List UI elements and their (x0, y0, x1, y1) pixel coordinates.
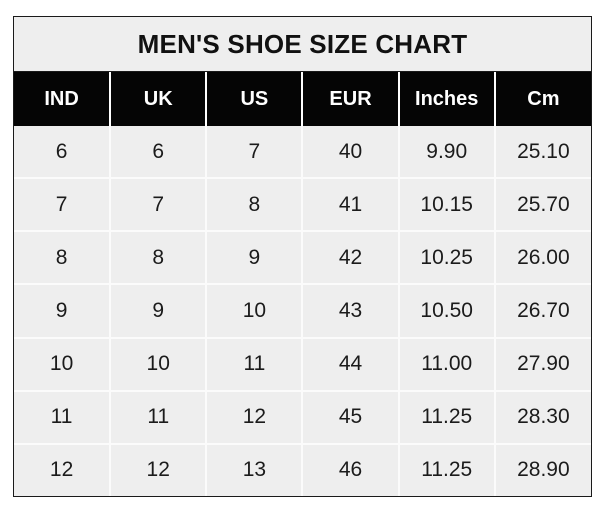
cell-uk: 11 (110, 390, 208, 445)
page-title: MEN'S SHOE SIZE CHART (14, 17, 591, 72)
cell-ind: 7 (14, 178, 112, 233)
cell-cm: 25.70 (494, 178, 591, 233)
column-header-ind: IND (14, 72, 112, 126)
cell-us: 10 (206, 284, 304, 339)
cell-ind: 8 (14, 231, 112, 286)
table-row: 8 8 9 42 10.25 26.00 (14, 231, 591, 286)
cell-uk: 7 (110, 178, 208, 233)
column-header-inches: Inches (398, 72, 496, 126)
table-row: 6 6 7 40 9.90 25.10 (14, 126, 591, 180)
cell-eur: 46 (302, 443, 400, 496)
cell-cm: 27.90 (494, 337, 591, 392)
cell-eur: 45 (302, 390, 400, 445)
column-header-eur: EUR (302, 72, 400, 126)
cell-ind: 9 (14, 284, 112, 339)
cell-us: 8 (206, 178, 304, 233)
cell-eur: 41 (302, 178, 400, 233)
shoe-size-table: IND UK US EUR Inches Cm 6 6 7 40 9.90 25… (14, 72, 591, 496)
cell-eur: 44 (302, 337, 400, 392)
cell-inches: 10.25 (398, 231, 496, 286)
cell-us: 13 (206, 443, 304, 496)
table-row: 10 10 11 44 11.00 27.90 (14, 337, 591, 392)
table-row: 11 11 12 45 11.25 28.30 (14, 390, 591, 445)
cell-uk: 6 (110, 126, 208, 180)
cell-uk: 10 (110, 337, 208, 392)
cell-uk: 8 (110, 231, 208, 286)
cell-ind: 10 (14, 337, 112, 392)
cell-uk: 12 (110, 443, 208, 496)
cell-cm: 26.00 (494, 231, 591, 286)
table-row: 9 9 10 43 10.50 26.70 (14, 284, 591, 339)
column-header-cm: Cm (494, 72, 591, 126)
cell-inches: 11.25 (398, 390, 496, 445)
cell-eur: 43 (302, 284, 400, 339)
cell-cm: 28.30 (494, 390, 591, 445)
cell-us: 11 (206, 337, 304, 392)
cell-ind: 11 (14, 390, 112, 445)
cell-us: 7 (206, 126, 304, 180)
cell-inches: 11.00 (398, 337, 496, 392)
cell-ind: 12 (14, 443, 112, 496)
cell-us: 9 (206, 231, 304, 286)
size-chart-card: MEN'S SHOE SIZE CHART IND UK US EUR Inch… (13, 16, 592, 497)
cell-cm: 26.70 (494, 284, 591, 339)
cell-inches: 10.50 (398, 284, 496, 339)
cell-us: 12 (206, 390, 304, 445)
table-body: 6 6 7 40 9.90 25.10 7 7 8 41 10.15 25.70… (14, 126, 591, 496)
table-header: IND UK US EUR Inches Cm (14, 72, 591, 126)
column-header-us: US (206, 72, 304, 126)
table-header-row: IND UK US EUR Inches Cm (14, 72, 591, 126)
cell-uk: 9 (110, 284, 208, 339)
table-row: 7 7 8 41 10.15 25.70 (14, 178, 591, 233)
cell-inches: 11.25 (398, 443, 496, 496)
cell-cm: 25.10 (494, 126, 591, 180)
cell-eur: 40 (302, 126, 400, 180)
cell-cm: 28.90 (494, 443, 591, 496)
table-row: 12 12 13 46 11.25 28.90 (14, 443, 591, 496)
column-header-uk: UK (110, 72, 208, 126)
cell-ind: 6 (14, 126, 112, 180)
cell-eur: 42 (302, 231, 400, 286)
cell-inches: 10.15 (398, 178, 496, 233)
cell-inches: 9.90 (398, 126, 496, 180)
